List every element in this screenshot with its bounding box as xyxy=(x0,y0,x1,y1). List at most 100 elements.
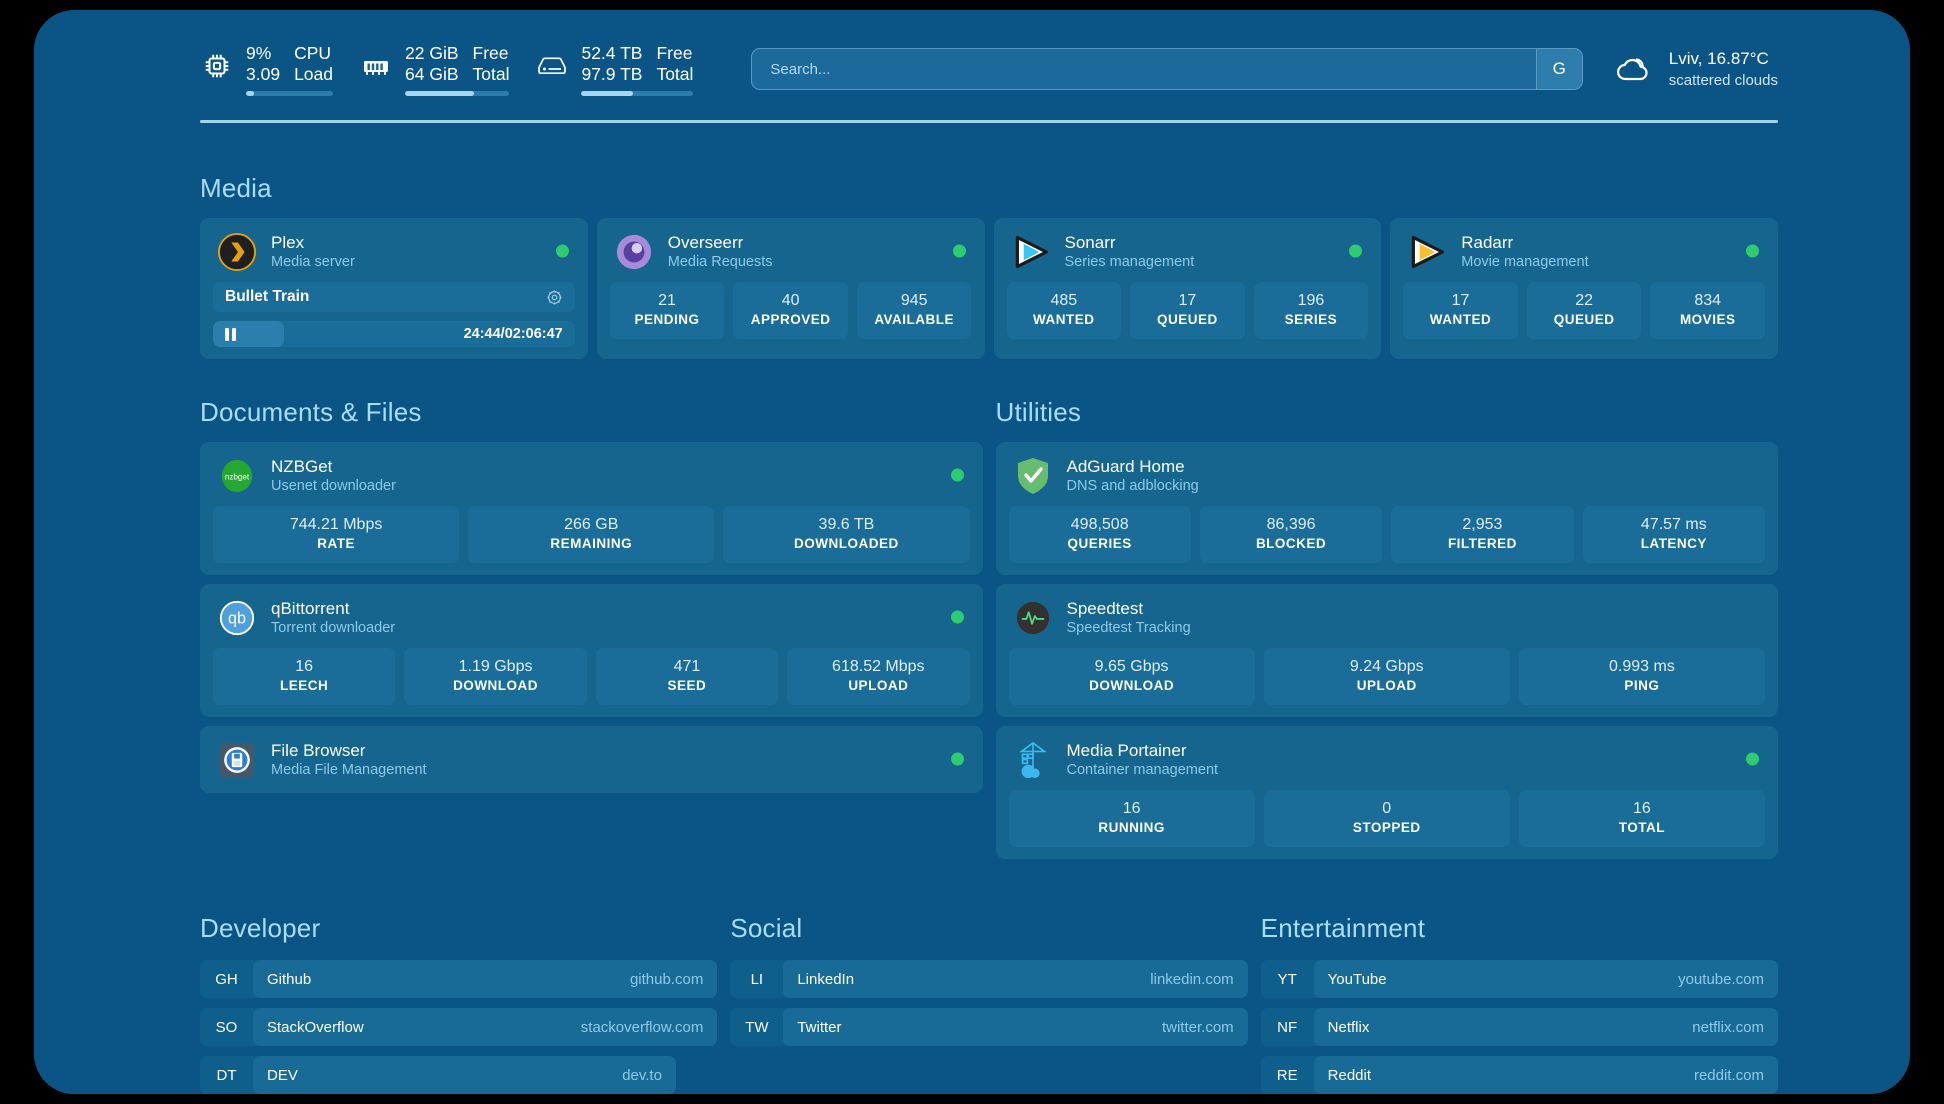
bookmark-item-twitter[interactable]: TW Twitter twitter.com xyxy=(730,1008,1248,1046)
search-bar[interactable]: G xyxy=(751,48,1583,90)
service-card-adguard-home[interactable]: AdGuard Home DNS and adblocking 498,508 … xyxy=(995,442,1778,575)
cpu-label-bottom: Load xyxy=(294,63,333,84)
disk-usage-bar xyxy=(581,90,694,96)
service-card-sonarr[interactable]: Sonarr Series management 485 WANTED 17 Q… xyxy=(993,218,1382,359)
stat-item: 9.65 Gbps DOWNLOAD xyxy=(1008,648,1255,705)
service-card-speedtest[interactable]: Speedtest Speedtest Tracking 9.65 Gbps D… xyxy=(995,584,1778,717)
stat-value: 17 xyxy=(1451,292,1470,309)
status-badge xyxy=(1349,244,1363,258)
stat-item: 39.6 TB DOWNLOADED xyxy=(723,506,970,563)
weather-widget: Lviv, 16.87°C scattered clouds xyxy=(1613,48,1778,91)
stat-item: 498,508 QUERIES xyxy=(1008,506,1191,563)
duration-time: 02:06:47 xyxy=(504,326,563,342)
card-title: Speedtest xyxy=(1066,599,1144,618)
stat-label: RATE xyxy=(317,536,355,551)
system-stat-memory: 22 GiB 64 GiB Free Total xyxy=(359,42,510,96)
service-card-radarr[interactable]: Radarr Movie management 17 WANTED 22 QUE… xyxy=(1390,218,1778,359)
stat-label: AVAILABLE xyxy=(874,312,955,327)
media-card-grid: Plex Media server Bullet Train xyxy=(200,218,1778,359)
card-subtitle: Usenet downloader xyxy=(271,478,396,494)
bookmark-url: youtube.com xyxy=(1678,970,1764,988)
stat-value: 1.19 Gbps xyxy=(458,658,533,675)
bookmark-item-youtube[interactable]: YT YouTube youtube.com xyxy=(1260,960,1778,998)
pause-icon[interactable] xyxy=(225,327,236,341)
card-subtitle: Media server xyxy=(271,254,355,270)
bookmark-item-netflix[interactable]: NF Netflix netflix.com xyxy=(1260,1008,1778,1046)
stat-label: TOTAL xyxy=(1618,820,1666,835)
gear-icon[interactable] xyxy=(546,289,563,306)
service-card-filebrowser[interactable]: File Browser Media File Management xyxy=(200,726,983,793)
documents-section: Documents & Files nzbget NZBGet xyxy=(200,397,983,859)
service-card-media-portainer[interactable]: Media Portainer Container management 16 … xyxy=(995,726,1778,859)
service-card-qbittorrent[interactable]: qb qBittorrent Torrent downloader xyxy=(200,584,983,717)
bookmark-group-title: Developer xyxy=(200,913,321,943)
stat-item: 9.24 Gbps UPLOAD xyxy=(1263,648,1510,705)
bookmark-name: Github xyxy=(267,970,312,988)
cpu-usage-bar xyxy=(246,90,333,96)
status-badge xyxy=(950,610,964,624)
bookmark-item-linkedin[interactable]: LI LinkedIn linkedin.com xyxy=(730,960,1248,998)
stat-label: PING xyxy=(1624,678,1660,693)
bookmark-item-reddit[interactable]: RE Reddit reddit.com xyxy=(1260,1056,1778,1094)
bookmark-body: YouTube youtube.com xyxy=(1313,960,1778,998)
bookmark-name: StackOverflow xyxy=(267,1018,364,1036)
search-engine-button[interactable]: G xyxy=(1535,49,1582,89)
weather-condition: scattered clouds xyxy=(1668,71,1778,89)
status-badge xyxy=(1746,752,1759,766)
bookmark-item-github[interactable]: GH Github github.com xyxy=(200,960,718,998)
card-header: Overseerr Media Requests xyxy=(610,229,972,273)
cpu-icon xyxy=(200,49,234,83)
card-title: Sonarr xyxy=(1064,233,1116,252)
bookmark-group-entertainment: Entertainment YT YouTube youtube.com NF … xyxy=(1260,913,1778,1094)
stat-label: WANTED xyxy=(1033,312,1095,327)
stat-value: 17 xyxy=(1178,292,1197,309)
overseerr-logo-icon xyxy=(614,232,654,272)
card-header: qb qBittorrent Torrent downloader xyxy=(213,595,970,639)
bookmark-abbr: SO xyxy=(200,1008,253,1046)
card-subtitle: Media Requests xyxy=(667,254,773,270)
stat-item: 2,953 FILTERED xyxy=(1391,506,1574,563)
stat-value: 40 xyxy=(781,292,800,309)
memory-label-top: Free xyxy=(472,42,509,63)
stat-label: DOWNLOAD xyxy=(453,678,539,693)
card-header: Sonarr Series management xyxy=(1007,229,1369,273)
service-card-nzbget[interactable]: nzbget NZBGet Usenet downloader 74 xyxy=(200,442,983,575)
now-playing-progress-row[interactable]: 24:44/02:06:47 xyxy=(213,321,575,347)
stat-value: 744.21 Mbps xyxy=(289,516,383,533)
progress-fill xyxy=(213,321,284,347)
stat-label: QUEUED xyxy=(1553,312,1615,327)
nzbget-logo-icon: nzbget xyxy=(217,456,257,496)
stat-item: 0 STOPPED xyxy=(1263,790,1510,847)
stat-item: 16 TOTAL xyxy=(1518,790,1766,847)
stat-value: 0.993 ms xyxy=(1609,658,1675,675)
status-badge xyxy=(1746,244,1759,258)
memory-free-value: 22 GiB xyxy=(405,42,459,63)
now-playing-time: 24:44/02:06:47 xyxy=(464,326,563,342)
stat-item: 485 WANTED xyxy=(1006,282,1122,339)
bookmark-group-developer: Developer GH Github github.com SO StackO… xyxy=(200,913,718,1094)
radarr-logo-icon xyxy=(1407,232,1447,272)
stat-item: 47.57 ms LATENCY xyxy=(1582,506,1765,563)
stat-label: QUERIES xyxy=(1067,536,1132,551)
stat-item: 1.19 Gbps DOWNLOAD xyxy=(404,648,587,705)
dashboard-page: 9% 3.09 CPU Load xyxy=(34,10,1910,1094)
card-subtitle: Torrent downloader xyxy=(271,620,396,636)
card-subtitle: Speedtest Tracking xyxy=(1066,620,1191,636)
dashboard-window: 9% 3.09 CPU Load xyxy=(34,10,1910,1094)
status-badge xyxy=(555,244,569,258)
stat-value: 266 GB xyxy=(564,516,619,533)
stat-value: 9.24 Gbps xyxy=(1349,658,1424,675)
service-card-overseerr[interactable]: Overseerr Media Requests 21 PENDING 40 A… xyxy=(596,218,985,359)
search-input[interactable] xyxy=(752,49,1536,89)
sonarr-logo-icon xyxy=(1011,232,1051,272)
service-card-plex[interactable]: Plex Media server Bullet Train xyxy=(200,218,588,359)
card-header: File Browser Media File Management xyxy=(213,737,970,781)
stat-value: 618.52 Mbps xyxy=(832,658,925,675)
stat-value: 9.65 Gbps xyxy=(1094,658,1169,675)
bookmark-abbr: LI xyxy=(730,960,784,998)
stat-value: 16 xyxy=(1633,800,1651,817)
bookmark-item-dev[interactable]: DT DEV dev.to xyxy=(200,1056,676,1094)
adguard-logo-icon xyxy=(1013,456,1053,496)
bookmark-item-stackoverflow[interactable]: SO StackOverflow stackoverflow.com xyxy=(200,1008,718,1046)
bookmark-abbr: YT xyxy=(1260,960,1314,998)
